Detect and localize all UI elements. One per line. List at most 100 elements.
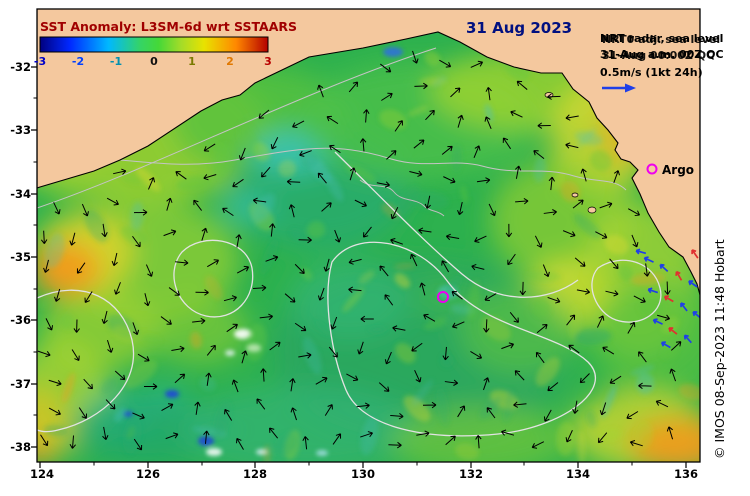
x-axis-labels: 124 126 128 130 132 134 136	[30, 467, 698, 481]
vector-arrow	[83, 378, 93, 390]
vector-arrow	[445, 435, 456, 446]
vector-arrow	[349, 167, 356, 181]
island	[587, 206, 597, 214]
vector-arrow	[390, 413, 404, 420]
vector-arrow	[207, 259, 219, 268]
vector-arrow	[443, 176, 456, 184]
vector-arrow	[302, 436, 309, 450]
y-axis-major-ticks	[31, 66, 37, 448]
vector-arrow	[411, 342, 423, 352]
vector-arrow	[143, 383, 158, 390]
vector-arrow	[252, 197, 267, 204]
vector-arrow	[160, 316, 172, 325]
vector-arrow	[252, 284, 267, 292]
argo-legend-label: Argo	[662, 163, 694, 177]
argo-float-marker[interactable]	[437, 291, 449, 303]
vector-arrow	[452, 321, 465, 329]
vector-arrow	[390, 206, 399, 220]
vector-arrow	[360, 315, 374, 323]
vector-arrow	[390, 238, 403, 245]
vector-arrow	[484, 293, 497, 301]
radar-vectors	[635, 248, 700, 349]
vector-scale-label: 0.5m/s (1kt 24h)	[600, 66, 703, 79]
vector-arrow	[670, 341, 682, 351]
plot-frame	[36, 8, 701, 463]
vector-arrow	[205, 372, 212, 386]
y-axis-labels: -32 -33 -34 -35 -36 -37 -38	[10, 60, 31, 454]
vector-arrow	[422, 401, 437, 409]
colorbar-tick: 0	[150, 55, 158, 68]
vector-arrow	[171, 345, 185, 353]
vector-arrow	[514, 165, 522, 179]
vector-arrow	[329, 144, 341, 154]
vector-arrow	[54, 288, 61, 302]
vector-arrow	[473, 145, 481, 158]
vector-arrow	[258, 109, 270, 119]
credit-text: © IMOS 08-Sep-2023 11:48 Hobart	[712, 239, 727, 459]
vector-arrow	[609, 375, 622, 384]
nrt-text-layer-a-line1: NRT radar, sea level	[600, 32, 723, 45]
vector-arrow	[505, 223, 513, 238]
vector-arrow	[470, 60, 484, 68]
vector-arrow	[101, 310, 108, 324]
vector-arrow	[288, 204, 296, 218]
vector-arrow	[392, 325, 406, 332]
vector-arrow	[106, 339, 114, 353]
vector-arrow	[348, 81, 359, 93]
x-tick-label: 136	[674, 467, 698, 481]
vector-arrow	[450, 87, 461, 98]
vector-arrow	[445, 233, 460, 241]
vector-arrow	[238, 147, 246, 161]
vector-arrow	[423, 313, 436, 322]
vector-arrow	[474, 235, 487, 243]
vector-arrow	[486, 407, 496, 419]
vector-arrow	[501, 342, 515, 350]
vector-arrow	[114, 282, 121, 295]
vector-arrow	[328, 346, 338, 358]
vector-arrow	[40, 434, 49, 447]
vector-arrow	[631, 234, 639, 248]
vector-arrow	[269, 427, 279, 439]
vector-arrow	[515, 197, 529, 205]
vector-arrow	[106, 197, 119, 206]
figure-title: SST Anomaly: L3SM-6d wrt SSTAARS	[40, 19, 297, 34]
vector-arrow	[536, 323, 548, 334]
vector-arrow	[195, 289, 209, 296]
vector-arrow	[424, 195, 431, 209]
vector-arrow	[360, 431, 373, 438]
y-tick-label: -35	[10, 250, 31, 264]
vector-arrow	[548, 176, 555, 191]
x-tick-label: 126	[136, 467, 160, 481]
x-tick-label: 128	[243, 467, 267, 481]
vector-arrow	[348, 286, 362, 293]
colorbar-tick: -2	[72, 55, 84, 68]
vector-arrow	[84, 291, 93, 303]
vector-arrow	[394, 120, 403, 132]
vector-arrow	[441, 260, 450, 273]
vector-arrow	[111, 252, 118, 267]
colorbar	[39, 36, 269, 53]
x-tick-label: 132	[459, 467, 483, 481]
vector-arrow	[48, 407, 61, 416]
vector-arrow	[574, 257, 586, 267]
vector-arrow	[419, 282, 426, 296]
argo-legend-icon	[646, 163, 658, 175]
vector-arrow	[655, 399, 669, 408]
nrt-text-layer-a-line2: 31-Aug a.m. 00Z QC	[600, 48, 724, 61]
vector-arrow	[572, 400, 579, 414]
vector-arrow	[292, 120, 305, 129]
colorbar-tick: -3	[34, 55, 46, 68]
vector-arrow	[317, 287, 325, 301]
vector-arrow	[175, 171, 187, 180]
vector-arrow	[203, 143, 216, 152]
vector-arrow	[133, 209, 148, 216]
sst-texture-speckles	[39, 50, 700, 462]
vector-arrow	[516, 80, 528, 90]
vector-arrow	[174, 373, 186, 384]
vector-arrow	[256, 398, 266, 410]
vector-arrow	[299, 150, 312, 157]
vector-arrow	[613, 170, 620, 183]
vector-arrow	[289, 378, 296, 392]
y-tick-label: -34	[10, 187, 31, 201]
vector-arrow	[362, 226, 372, 238]
